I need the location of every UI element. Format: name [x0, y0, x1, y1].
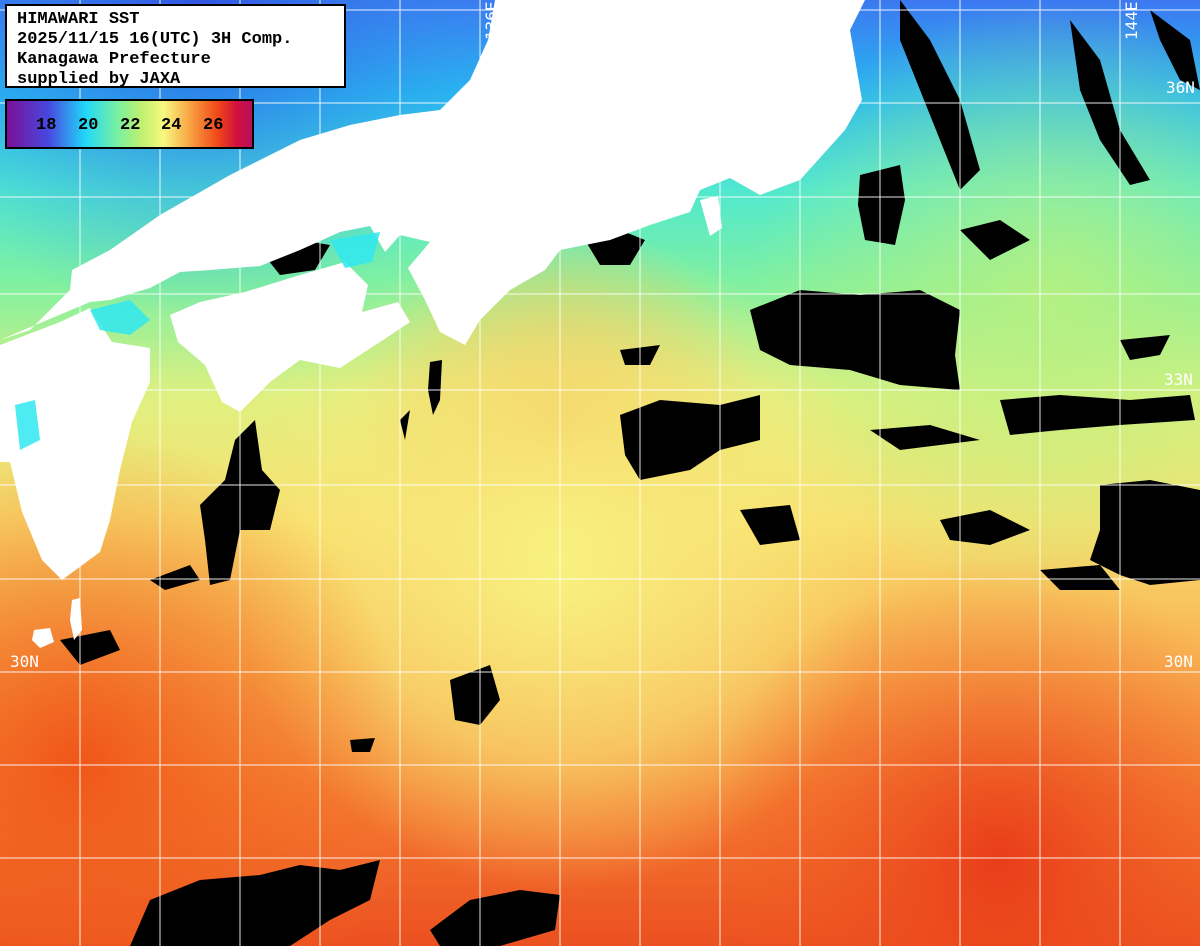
colorbar-tick: 18	[36, 116, 57, 135]
temperature-colorbar: 18 20 22 24 26	[5, 99, 254, 149]
lon-label-144e: 144E	[1122, 1, 1141, 40]
lat-label-30n-left: 30N	[10, 652, 39, 671]
honshu	[0, 0, 865, 345]
data-credit: supplied by JAXA	[17, 70, 181, 89]
colorbar-tick: 24	[161, 116, 182, 135]
kyushu	[0, 308, 150, 580]
colorbar-tick: 22	[120, 116, 141, 135]
izu-peninsula	[700, 196, 722, 236]
yakushima	[32, 628, 54, 648]
inland-sea	[15, 232, 380, 450]
tanegashima	[70, 598, 82, 640]
timestamp: 2025/11/15 16(UTC) 3H Comp.	[17, 30, 293, 49]
lat-label-33-left: 33	[10, 372, 30, 391]
colorbar-tick: 26	[203, 116, 224, 135]
lat-label-30n-right: 30N	[1164, 652, 1193, 671]
lat-label-33n-right: 33N	[1164, 370, 1193, 389]
provider-prefecture: Kanagawa Prefecture	[17, 50, 211, 69]
title-box: HIMAWARI SST 2025/11/15 16(UTC) 3H Comp.…	[5, 4, 346, 89]
lon-label-136e: 136E	[482, 1, 501, 40]
colorbar-tick: 20	[78, 116, 99, 135]
lat-label-36n: 36N	[1166, 78, 1195, 97]
product-title: HIMAWARI SST	[17, 10, 140, 29]
land	[0, 0, 865, 648]
shikoku	[170, 262, 410, 412]
